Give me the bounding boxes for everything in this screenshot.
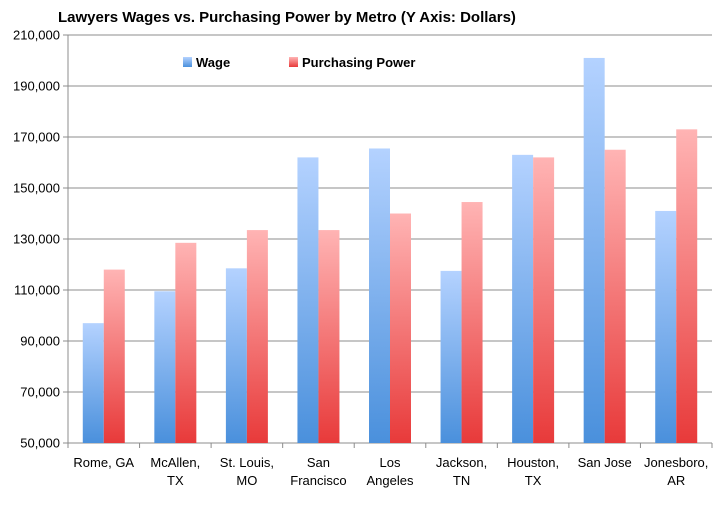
x-category-label: Jackson, TN bbox=[436, 455, 487, 488]
y-tick-label: 50,000 bbox=[20, 436, 60, 451]
y-tick-labels: 50,000 70,000 90,000 110,000 130,000 150,000 1… bbox=[13, 28, 60, 451]
chart-title: Lawyers Wages vs. Purchasing Power by Me… bbox=[58, 9, 516, 26]
y-tick-label: 210,000 bbox=[13, 28, 60, 43]
x-category-label: San Francisco bbox=[290, 455, 346, 488]
legend-swatch-wage bbox=[183, 57, 192, 67]
bar-purchasing-power bbox=[103, 269, 125, 443]
y-tick-label: 190,000 bbox=[13, 79, 60, 94]
x-category-label: McAllen, TX bbox=[150, 455, 200, 488]
bar-purchasing-power bbox=[390, 213, 411, 443]
bar-purchasing-power bbox=[604, 149, 626, 443]
bar-wage bbox=[440, 270, 462, 443]
x-category-label: San Jose bbox=[578, 455, 632, 470]
bar-wage bbox=[297, 157, 319, 443]
bars bbox=[82, 57, 698, 443]
bar-purchasing-power bbox=[246, 230, 268, 443]
y-tick-label: 150,000 bbox=[13, 181, 60, 196]
x-category-label: Rome, GA bbox=[73, 455, 134, 470]
legend: Wage Purchasing Power bbox=[183, 55, 415, 70]
x-category-label: St. Louis, MO bbox=[220, 455, 274, 488]
bar-wage bbox=[369, 148, 390, 443]
x-category-label: Los Angeles bbox=[367, 455, 414, 488]
bar-wage bbox=[583, 57, 605, 443]
bar-purchasing-power bbox=[175, 242, 197, 443]
y-tick-label: 70,000 bbox=[20, 385, 60, 400]
y-tick-label: 110,000 bbox=[14, 283, 60, 298]
bar-purchasing-power bbox=[533, 157, 555, 443]
legend-label-wage: Wage bbox=[196, 55, 230, 70]
x-category-labels: Rome, GA McAllen, TX St. Louis, MO San Francis… bbox=[73, 455, 708, 488]
bar-wage bbox=[512, 154, 534, 443]
bar-wage bbox=[82, 323, 104, 443]
bar-wage bbox=[655, 210, 677, 443]
bar-purchasing-power bbox=[318, 230, 340, 443]
x-category-label: Houston, TX bbox=[507, 455, 559, 488]
legend-label-purchasing-power: Purchasing Power bbox=[302, 55, 415, 70]
bar-wage bbox=[225, 268, 247, 443]
bar-purchasing-power bbox=[461, 202, 483, 443]
y-tick-label: 90,000 bbox=[20, 334, 60, 349]
bar-purchasing-power bbox=[676, 129, 698, 443]
x-category-label: Jonesboro, AR bbox=[644, 455, 708, 488]
y-tick-label: 170,000 bbox=[13, 130, 60, 145]
legend-swatch-purchasing-power bbox=[289, 57, 298, 67]
bar-wage bbox=[154, 291, 176, 443]
y-tick-label: 130,000 bbox=[13, 232, 60, 247]
